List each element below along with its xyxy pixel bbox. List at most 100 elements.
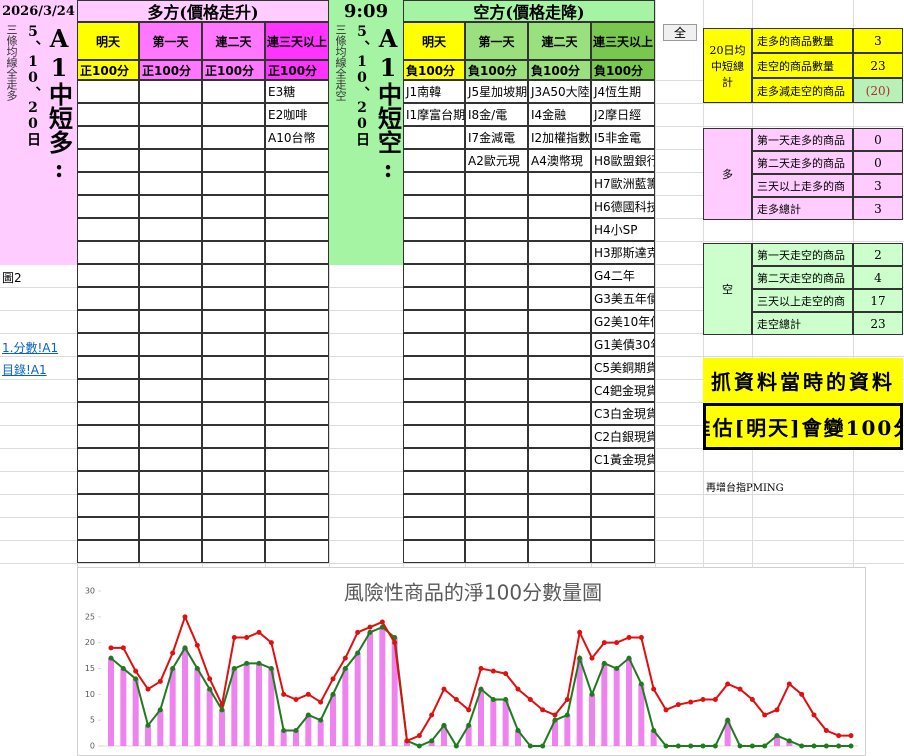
button[interactable]: 全 bbox=[663, 24, 697, 41]
point bbox=[725, 681, 731, 687]
point bbox=[133, 676, 139, 682]
item-cell: I5非金電 bbox=[591, 126, 655, 149]
score-cell: 正100分 bbox=[265, 60, 329, 80]
point bbox=[762, 712, 768, 718]
point bbox=[540, 743, 546, 749]
bar bbox=[145, 725, 151, 746]
cell bbox=[202, 356, 265, 379]
point bbox=[219, 702, 225, 708]
cell bbox=[265, 356, 329, 379]
point bbox=[515, 686, 521, 692]
item-cell: H3那斯達克 bbox=[591, 241, 655, 264]
cell bbox=[465, 172, 528, 195]
point bbox=[638, 635, 644, 640]
link[interactable]: 1.分數!A1 bbox=[2, 340, 59, 355]
cell bbox=[77, 80, 139, 103]
cell bbox=[265, 540, 329, 563]
point bbox=[453, 743, 459, 749]
point bbox=[429, 738, 435, 744]
cell bbox=[528, 425, 591, 448]
item-cell: E2咖啡 bbox=[265, 103, 329, 126]
point bbox=[527, 697, 533, 702]
point bbox=[737, 686, 743, 692]
point bbox=[786, 738, 792, 744]
cell bbox=[202, 494, 265, 517]
bar bbox=[243, 663, 250, 746]
bar bbox=[169, 668, 176, 746]
cell bbox=[528, 264, 591, 287]
point bbox=[811, 712, 817, 718]
cell bbox=[528, 218, 591, 241]
cell bbox=[528, 494, 591, 517]
point bbox=[774, 733, 780, 739]
date: 2026/3/24 bbox=[0, 0, 77, 22]
item-cell: J1南韓 bbox=[403, 80, 465, 103]
cell bbox=[403, 425, 465, 448]
item-cell: G4二年 bbox=[591, 264, 655, 287]
cell bbox=[202, 264, 265, 287]
point bbox=[194, 666, 200, 671]
item-cell: J4恆生期 bbox=[591, 80, 655, 103]
point bbox=[145, 686, 151, 692]
column-header: 連三天以上 bbox=[591, 22, 655, 60]
cell bbox=[465, 333, 528, 356]
item-cell: A10台幣 bbox=[265, 126, 329, 149]
grid-line bbox=[655, 0, 656, 567]
cell bbox=[202, 448, 265, 471]
point bbox=[675, 743, 681, 749]
point bbox=[182, 645, 188, 651]
point bbox=[577, 655, 583, 661]
cell bbox=[139, 448, 202, 471]
point bbox=[564, 697, 570, 702]
panel-label: 多 bbox=[703, 128, 752, 220]
bar bbox=[231, 668, 238, 746]
item-cell: A2歐元現 bbox=[465, 149, 528, 172]
cell bbox=[265, 379, 329, 402]
panel-row-label: 走空的商品數量 bbox=[752, 53, 853, 78]
cell bbox=[202, 195, 265, 218]
cell bbox=[77, 402, 139, 425]
grid-line bbox=[0, 563, 904, 564]
link[interactable]: 目錄!A1 bbox=[2, 362, 47, 377]
panel-value: 3 bbox=[853, 28, 903, 53]
item-cell: C5美銅期貨 bbox=[591, 356, 655, 379]
bar bbox=[601, 663, 608, 746]
cell bbox=[139, 402, 202, 425]
item-cell: H6德國科技 bbox=[591, 195, 655, 218]
item-cell: H8歐盟銀行 bbox=[591, 149, 655, 172]
cell bbox=[77, 356, 139, 379]
bar bbox=[256, 663, 262, 746]
bar bbox=[638, 684, 645, 746]
cell bbox=[403, 540, 465, 563]
point bbox=[466, 722, 472, 728]
cell bbox=[403, 172, 465, 195]
point bbox=[441, 722, 447, 728]
cell bbox=[202, 172, 265, 195]
cell bbox=[403, 218, 465, 241]
panel-value: (20) bbox=[853, 78, 903, 103]
cell bbox=[77, 471, 139, 494]
point bbox=[552, 717, 558, 723]
bar bbox=[441, 725, 447, 746]
point bbox=[552, 712, 558, 718]
point bbox=[823, 743, 829, 749]
point bbox=[379, 619, 385, 625]
cell bbox=[465, 517, 528, 540]
panel-label: 空 bbox=[703, 243, 752, 335]
point bbox=[836, 743, 842, 749]
chart: 風險性商品的淨100分數量圖 0 5 10 15 20 25 30 bbox=[77, 567, 866, 756]
bar bbox=[280, 730, 287, 746]
bar bbox=[490, 699, 497, 746]
panel-row-label: 第一天走多的商品 bbox=[752, 128, 853, 151]
cell bbox=[465, 540, 528, 563]
point bbox=[848, 743, 854, 749]
cell bbox=[77, 379, 139, 402]
cell bbox=[77, 333, 139, 356]
point bbox=[762, 743, 768, 749]
cell bbox=[591, 471, 655, 494]
bar bbox=[120, 668, 127, 746]
cell bbox=[139, 471, 202, 494]
bar bbox=[206, 689, 213, 746]
cell bbox=[528, 172, 591, 195]
rule-text: 三條均線全走多 bbox=[5, 24, 18, 101]
